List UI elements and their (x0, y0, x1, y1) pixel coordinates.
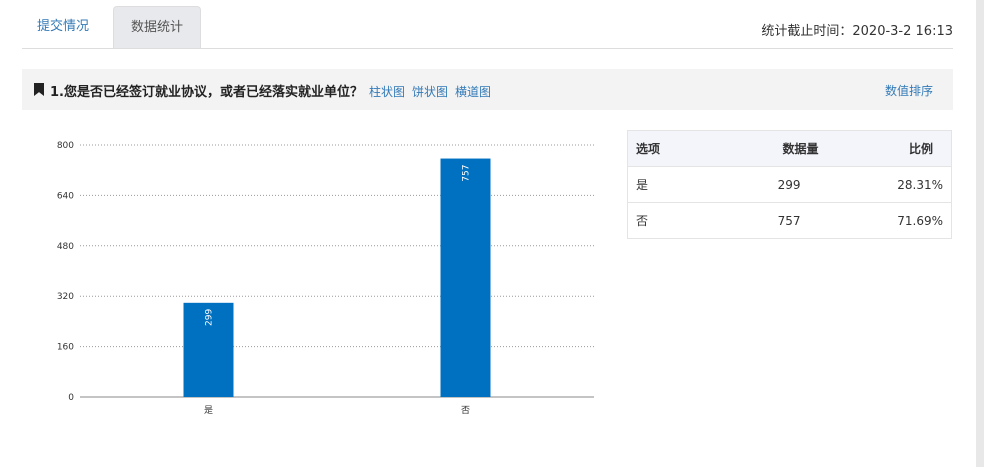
bookmark-icon (34, 83, 44, 96)
tab-submission[interactable]: 提交情况 (37, 19, 90, 34)
question-title: 1.您是否已经签订就业协议，或者已经落实就业单位？ (50, 85, 363, 100)
question-header: 1.您是否已经签订就业协议，或者已经落实就业单位？ 柱状图 饼状图 横道图 数值排序 (22, 69, 953, 110)
cell-option: 是 (627, 166, 715, 203)
cell-ratio: 71.69% (818, 202, 952, 239)
scrollbar[interactable] (976, 0, 984, 467)
table-row: 否 757 71.69% (627, 202, 952, 239)
y-tick-label: 160 (57, 343, 74, 353)
cell-option: 否 (627, 202, 715, 239)
bar (183, 302, 234, 397)
table-header-row: 选项 数据量 比例 (627, 130, 952, 167)
bar-chart: 0 160 320 480 640 800 299 是 757 否 (57, 141, 594, 416)
stats-table: 选项 数据量 比例 是 299 28.31% 否 757 71.69% (627, 130, 952, 239)
y-tick-label: 480 (57, 242, 74, 252)
cell-count: 757 (714, 202, 819, 239)
cell-ratio: 28.31% (818, 166, 952, 203)
header-option: 选项 (627, 130, 715, 167)
data-label: 299 (205, 309, 215, 326)
y-tick-label: 0 (68, 393, 74, 403)
cell-count: 299 (714, 166, 819, 203)
bar (440, 158, 491, 397)
tab-statistics[interactable]: 数据统计 (113, 6, 201, 48)
x-tick-label: 是 (204, 405, 213, 416)
pie-chart-link[interactable]: 饼状图 (412, 85, 449, 99)
header-ratio: 比例 (818, 130, 952, 167)
sort-by-value-button[interactable]: 数值排序 (884, 84, 933, 98)
y-tick-label: 320 (57, 292, 74, 302)
horizontal-chart-link[interactable]: 横道图 (455, 85, 492, 99)
y-tick-label: 800 (57, 141, 74, 151)
table-row: 是 299 28.31% (627, 166, 952, 203)
header-count: 数据量 (714, 130, 819, 167)
stat-time: 统计截止时间：2020-3-2 16:13 (761, 24, 953, 39)
data-label: 757 (462, 165, 472, 182)
bar-chart-link[interactable]: 柱状图 (368, 85, 405, 99)
y-tick-label: 640 (57, 191, 74, 201)
tab-bar: 提交情况 数据统计 统计截止时间：2020-3-2 16:13 (22, 0, 953, 49)
x-tick-label: 否 (461, 405, 470, 416)
